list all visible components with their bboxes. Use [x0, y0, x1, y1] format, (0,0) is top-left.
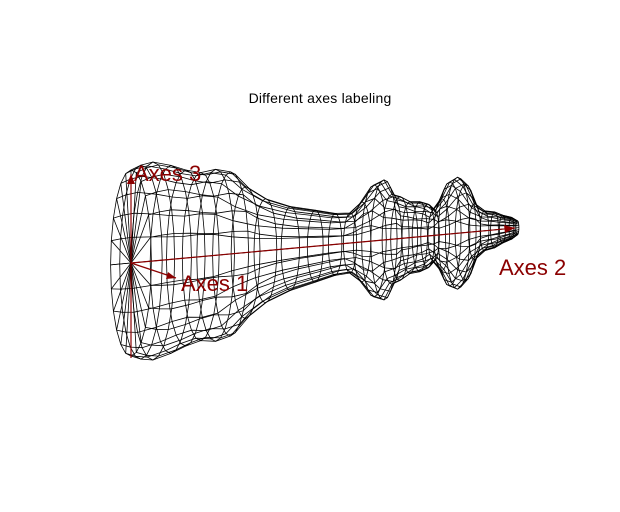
mesh-meridian [150, 217, 519, 238]
axis-1-label: Axes 1 [181, 271, 249, 296]
mesh-cap-spoke [130, 195, 146, 264]
mesh-cap-spoke [125, 262, 132, 354]
mesh-meridian [111, 229, 516, 290]
mesh-cap-spoke [130, 181, 142, 264]
mesh-cap-spoke [130, 262, 149, 309]
mesh-cap-spoke [116, 262, 132, 331]
mesh-meridian [130, 234, 518, 361]
mesh-meridian [125, 234, 518, 358]
wireframe-mesh [110, 161, 520, 361]
mesh-cap-spoke [130, 262, 142, 343]
axis-2-line [130, 227, 516, 264]
mesh-meridian [113, 231, 517, 313]
mesh-cap-spoke [111, 240, 132, 264]
axes-group [127, 174, 516, 358]
axis-2-label: Axes 2 [499, 255, 567, 280]
mesh-cap-spoke [130, 262, 151, 286]
axis-2-arrowhead [504, 225, 515, 233]
mesh-cap-spoke [113, 262, 132, 312]
mesh-meridian [116, 191, 517, 224]
mesh-cap-spoke [130, 236, 152, 264]
mesh-meridian [141, 173, 519, 222]
mesh-meridian [120, 175, 517, 223]
mesh-meridian [111, 219, 516, 242]
mesh-cap-spoke [110, 262, 132, 290]
mesh-meridian [148, 203, 519, 229]
mesh-cap-spoke [116, 198, 132, 264]
mesh-cap-spoke [130, 214, 149, 264]
mesh-meridian [145, 189, 519, 224]
mesh-meridian [136, 234, 519, 357]
axis-3-arrowhead [127, 174, 135, 184]
mesh-meridian [125, 165, 518, 222]
mesh-cap-spoke [113, 217, 132, 264]
axis-1-arrowhead [166, 272, 176, 279]
axis-3-label: Axes 3 [134, 161, 202, 186]
mesh-cap-spoke [130, 262, 146, 328]
mesh-cap-spoke [130, 172, 137, 264]
mesh-cap-spoke [125, 173, 132, 264]
mesh-meridian [116, 232, 517, 333]
mesh-meridian [150, 229, 520, 286]
mesh-meridian [120, 233, 517, 349]
mesh-cap-spoke [110, 262, 132, 266]
figure-title: Different axes labeling [248, 90, 392, 106]
mesh-cap-spoke [120, 183, 132, 264]
mesh-cap-spoke [120, 262, 132, 345]
mesh-meridian [148, 230, 519, 310]
mesh-cap-spoke [130, 262, 137, 353]
mesh-meridian [113, 205, 517, 230]
